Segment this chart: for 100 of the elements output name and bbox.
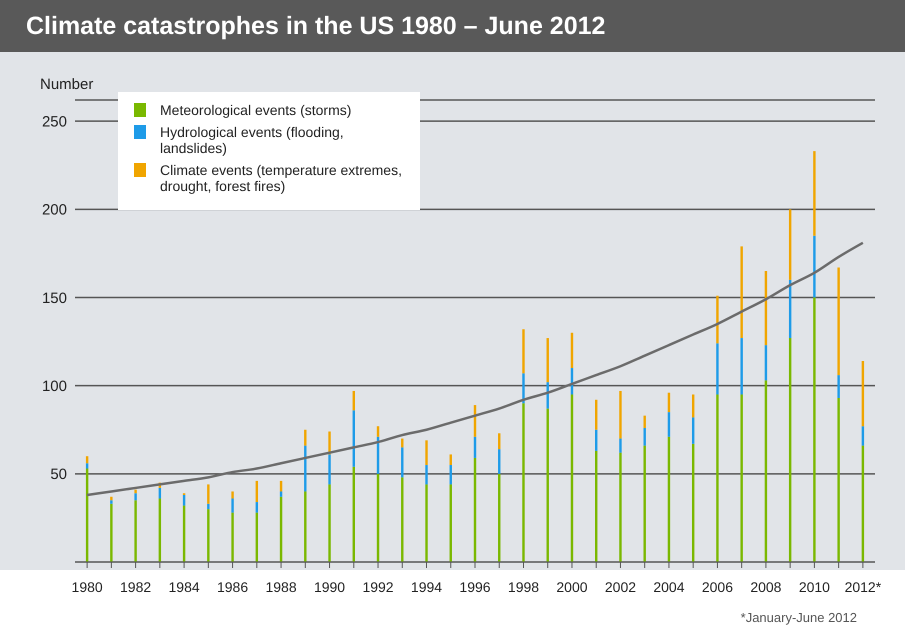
x-tick-label: 2012* [844,578,882,595]
bar [158,488,162,499]
x-tick-label: 1984 [168,578,200,595]
x-tick-label: 2004 [653,578,685,595]
bar [110,504,113,562]
bar [231,491,234,499]
x-tick-label: 2010 [798,578,830,595]
bar [595,450,598,562]
bar [862,426,864,446]
bar [256,502,258,513]
bar [352,390,355,410]
bar [619,438,622,453]
bar [86,468,88,562]
bar [788,280,792,338]
x-tick-label: 1980 [72,578,103,595]
bar [716,394,719,562]
bar [716,296,719,344]
bar [450,454,452,466]
bar [546,338,549,382]
x-tick-label: 1988 [265,578,297,595]
bar [764,271,768,346]
bar [280,480,282,492]
bar [450,465,452,484]
bar [595,400,598,430]
bar [498,474,500,562]
bar [813,297,816,562]
legend-label: Hydrological events (flooding, landslides) [160,124,345,156]
bar [86,463,88,469]
bar [86,456,88,464]
legend-label: Climate events (temperature extremes, drought, forest fires) [160,162,403,194]
bar [643,428,646,446]
bar [182,494,186,506]
y-tick-label: 100 [42,378,67,395]
bar [595,430,598,451]
y-tick-label: 200 [42,202,67,219]
bar [862,360,864,426]
bar [837,375,840,398]
bar [643,446,646,562]
bar [740,246,743,338]
bar [352,466,355,562]
bar [837,268,840,376]
bar [450,484,452,562]
text: *January-June 2012 [740,610,857,625]
x-tick-label: 2002 [604,578,636,595]
x-tick-label: 1994 [410,578,442,595]
y-tick-label: 150 [42,290,67,307]
bar [788,338,792,562]
bar [207,504,210,510]
bar [231,512,234,562]
y-tick-label: 250 [42,113,67,130]
bar [862,446,864,562]
bar [207,509,210,562]
bar [231,498,234,513]
bar [304,446,307,492]
bar [764,345,768,380]
bar [134,490,137,494]
bar [110,500,113,504]
bar [256,512,258,562]
bar [304,430,307,446]
bar [280,491,282,497]
bar [134,500,137,562]
bar [401,447,404,478]
bar [328,484,331,562]
bar [668,436,670,562]
bar [764,380,768,562]
bar [328,454,331,484]
bar [256,480,258,502]
bar [401,438,404,448]
bar [498,449,500,474]
bar [813,236,816,298]
bar [788,209,792,280]
x-tick-label: 2000 [556,578,588,595]
bar [401,477,404,562]
bar [740,394,743,562]
x-tick-label: 1992 [362,578,394,595]
bar [740,338,743,394]
x-tick-label: 2008 [750,578,782,595]
bar [207,484,210,504]
y-tick-label: 50 [50,466,67,484]
x-tick-label: 1986 [217,578,248,595]
bar [716,343,719,394]
bar [643,416,646,428]
bar [280,496,282,562]
bar [692,394,694,418]
bar [304,491,307,562]
bar [352,410,355,467]
bar [158,498,162,562]
x-tick-label: 1990 [314,578,346,595]
bar [110,496,113,500]
bar [619,452,622,562]
y-axis-title: Number [40,76,94,93]
bar [668,392,670,412]
bar [813,151,816,236]
bar [837,398,840,562]
x-tick-label: 1982 [120,578,152,595]
bar [134,493,137,500]
bar [692,417,694,444]
chart-title: Climate catastrophes in the US 1980 – June 2012 [0,0,905,52]
legend-label: Meteorological events (storms) [160,102,352,118]
bar [182,506,186,562]
